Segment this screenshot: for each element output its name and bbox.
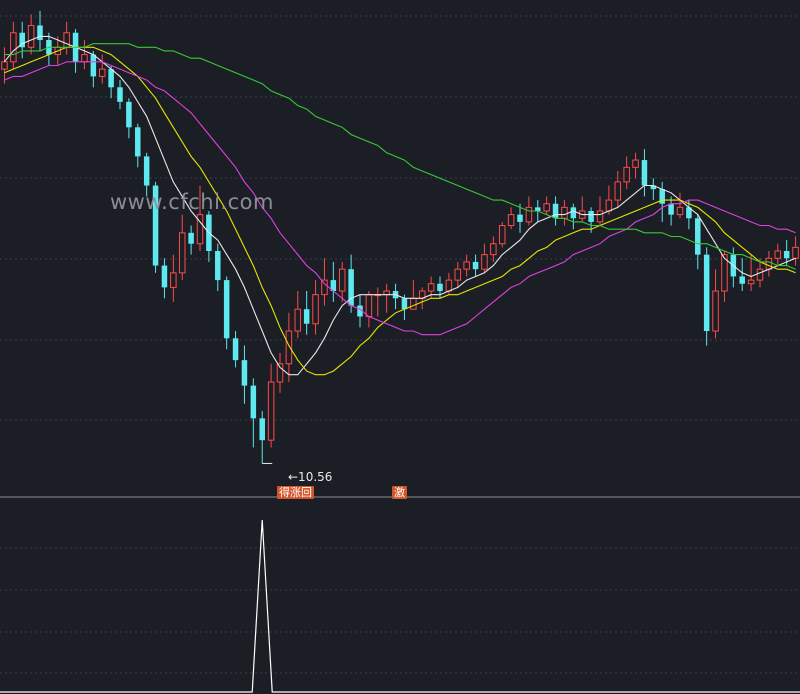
candle-body <box>588 210 594 222</box>
candle-body <box>747 279 755 285</box>
candle-body <box>641 160 648 186</box>
candle-body <box>152 185 159 266</box>
candle-body <box>650 185 657 190</box>
candle-body <box>178 232 186 274</box>
candle-body <box>135 127 141 157</box>
signal-badge-a: 得涨回 <box>277 486 314 499</box>
indicator-panel <box>0 519 800 693</box>
candle-body <box>19 32 25 48</box>
low-price-annotation: ←10.56 <box>288 470 333 484</box>
candle-body <box>454 268 462 281</box>
candle-body <box>570 207 577 219</box>
candle-body <box>215 251 221 281</box>
candle-body <box>659 189 665 204</box>
candle-body <box>783 251 790 259</box>
candle-body <box>490 243 497 256</box>
candle-body <box>695 218 701 255</box>
moving-average-line <box>4 43 796 270</box>
candlestick-chart <box>1 10 799 464</box>
candle-body <box>498 225 506 245</box>
candle-body <box>90 54 97 77</box>
candle-body <box>259 418 265 441</box>
grid-lines <box>0 15 800 674</box>
candle-body <box>143 156 150 186</box>
candle-body <box>517 214 523 222</box>
candle-body <box>552 203 559 219</box>
candle-body <box>463 261 470 270</box>
moving-average-line <box>4 46 796 376</box>
candle-body <box>223 280 230 339</box>
candle-body <box>357 305 363 317</box>
candle-body <box>98 68 106 77</box>
candle-body <box>543 203 550 212</box>
candle-body <box>285 330 293 365</box>
candle-body <box>445 279 453 292</box>
candle-body <box>232 338 239 361</box>
candle-body <box>596 210 604 223</box>
candle-body <box>792 246 799 259</box>
candle-body <box>321 279 328 296</box>
candle-body <box>1 61 8 70</box>
candle-body <box>196 214 204 245</box>
candle-body <box>170 272 177 288</box>
candle-body <box>401 298 408 310</box>
candle-body <box>81 54 88 63</box>
candle-body <box>330 280 337 292</box>
watermark-text: www.cfchi.com <box>110 190 274 214</box>
candle-body <box>686 207 692 219</box>
candle-body <box>410 297 417 310</box>
candle-body <box>561 206 568 219</box>
signal-badge-b: 激 <box>392 486 407 499</box>
candle-body <box>535 207 541 211</box>
candle-body <box>338 268 346 292</box>
candle-body <box>703 254 710 332</box>
candle-body <box>365 294 373 317</box>
candle-body <box>27 24 35 48</box>
candle-body <box>312 294 319 325</box>
candle-body <box>348 269 354 306</box>
candle-body <box>276 363 284 383</box>
candle-body <box>632 159 639 168</box>
candle-body <box>525 206 533 223</box>
candle-body <box>481 254 488 270</box>
candle-body <box>623 166 630 183</box>
candle-body <box>294 308 302 332</box>
candle-body <box>765 257 773 270</box>
candle-body <box>188 232 194 244</box>
candle-body <box>126 101 132 128</box>
candle-body <box>472 261 479 270</box>
candle-body <box>721 254 728 292</box>
moving-average-line <box>3 35 796 376</box>
candle-body <box>668 203 674 215</box>
candle-body <box>614 181 622 201</box>
candle-body <box>303 309 310 324</box>
candle-body <box>267 381 275 441</box>
candle-body <box>756 268 764 281</box>
candle-body <box>37 25 43 41</box>
candle-body <box>605 199 613 212</box>
candle-body <box>161 265 168 288</box>
candle-body <box>10 32 17 63</box>
candle-body <box>507 214 515 227</box>
indicator-line <box>0 519 800 693</box>
candle-body <box>63 32 70 48</box>
moving-average-lines <box>3 35 796 376</box>
candle-body <box>241 360 248 386</box>
candle-body <box>383 290 390 296</box>
candle-body <box>427 283 435 292</box>
moving-average-line <box>4 61 796 336</box>
candle-body <box>117 87 123 102</box>
candle-body <box>108 69 114 88</box>
candle-body <box>712 290 719 332</box>
candle-body <box>250 385 257 419</box>
candle-body <box>739 276 745 284</box>
candle-body <box>676 206 684 216</box>
candle-body <box>774 250 782 259</box>
candle-body <box>437 283 443 292</box>
